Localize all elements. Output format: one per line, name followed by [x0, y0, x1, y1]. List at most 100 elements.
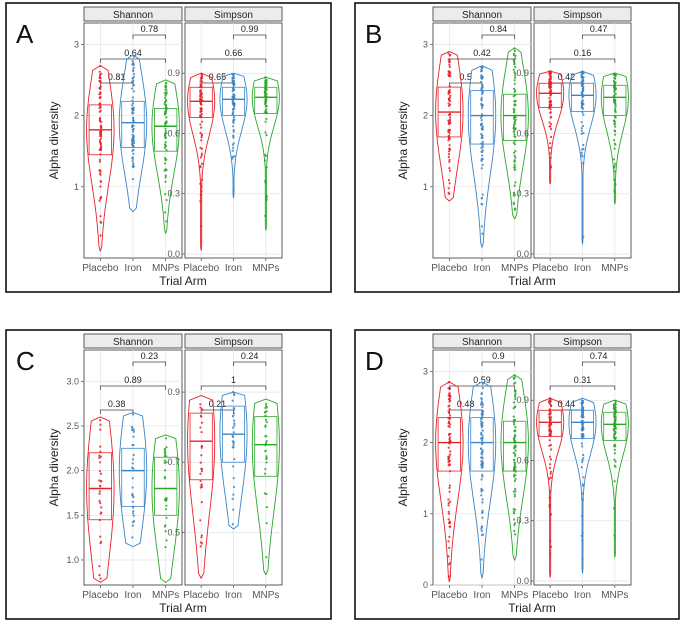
group-mnps — [600, 72, 629, 205]
data-point — [481, 84, 484, 87]
data-point — [613, 412, 617, 415]
data-point — [613, 109, 617, 112]
data-point — [164, 176, 167, 179]
data-point — [264, 444, 267, 447]
data-point — [447, 58, 450, 61]
data-point — [480, 423, 484, 426]
data-point — [99, 450, 102, 453]
data-point — [231, 497, 234, 500]
data-point — [612, 95, 616, 98]
data-point — [582, 409, 585, 412]
data-point — [231, 73, 234, 76]
data-point — [448, 65, 451, 68]
data-point — [199, 406, 202, 409]
group-iron — [219, 72, 248, 199]
data-point — [99, 137, 102, 140]
data-point — [164, 174, 167, 177]
data-point — [514, 395, 517, 398]
violin — [467, 65, 497, 248]
data-point — [99, 64, 102, 67]
data-point — [164, 437, 168, 440]
data-point — [199, 102, 202, 105]
x-tick-label: Iron — [225, 263, 242, 274]
data-point — [199, 93, 202, 96]
data-point — [200, 185, 203, 188]
data-point — [165, 81, 168, 84]
pvalue-bracket — [549, 58, 616, 63]
violin — [118, 412, 148, 548]
data-point — [512, 54, 516, 57]
data-point — [512, 490, 515, 493]
data-point — [100, 133, 103, 136]
data-point — [549, 164, 552, 167]
data-point — [448, 192, 451, 195]
violin — [118, 54, 148, 213]
data-point — [613, 87, 616, 90]
data-point — [581, 87, 584, 90]
data-point — [200, 445, 203, 448]
data-point — [265, 455, 268, 458]
facet-strip-label: Simpson — [214, 337, 253, 348]
data-point — [481, 382, 484, 385]
data-point — [581, 79, 584, 83]
data-point — [614, 183, 617, 186]
x-tick-label: Iron — [473, 590, 490, 601]
data-point — [131, 96, 135, 99]
data-point — [581, 419, 584, 423]
data-point — [448, 144, 451, 147]
data-point — [200, 120, 204, 123]
data-point — [199, 472, 202, 475]
data-point — [132, 520, 136, 523]
data-point — [580, 534, 583, 537]
data-point — [512, 468, 516, 471]
facet-strip — [432, 333, 532, 349]
data-point — [449, 417, 452, 420]
data-point — [99, 215, 102, 218]
data-point — [512, 510, 516, 513]
data-point — [98, 117, 101, 120]
data-point — [480, 128, 483, 131]
data-point — [512, 191, 516, 194]
data-point — [581, 111, 584, 114]
data-point — [514, 487, 517, 491]
data-point — [163, 455, 166, 458]
x-tick-label: Placebo — [183, 590, 220, 601]
y-tick-label: 0.0 — [167, 249, 180, 259]
x-tick-label: Iron — [473, 263, 490, 274]
facet-strip-label: Shannon — [462, 10, 502, 21]
data-point — [514, 103, 517, 107]
violin — [151, 434, 180, 583]
data-point — [512, 508, 515, 511]
data-point — [99, 577, 102, 580]
data-point — [514, 393, 517, 397]
data-point — [132, 73, 136, 76]
data-point — [98, 110, 101, 113]
data-point — [232, 189, 235, 192]
box-iqr — [121, 447, 145, 507]
facet-shannon: Shannon 1 2 3 0.81 0.64 0.78 Placebo Iron MNPs — [74, 6, 183, 274]
y-tick-label: 1 — [74, 182, 79, 192]
data-point — [99, 106, 102, 109]
data-point — [131, 104, 134, 107]
data-point — [448, 546, 451, 549]
data-point — [163, 461, 166, 464]
data-point — [513, 62, 516, 65]
data-point — [232, 508, 235, 511]
data-point — [165, 98, 168, 102]
pvalue-label: 0.59 — [473, 375, 491, 385]
data-point — [514, 114, 517, 117]
data-point — [613, 448, 617, 451]
data-point — [164, 108, 167, 112]
data-point — [613, 91, 616, 94]
data-point — [549, 404, 553, 407]
pvalue-label: 1 — [231, 375, 236, 385]
data-point — [481, 516, 484, 519]
data-point — [513, 133, 516, 136]
data-point — [550, 128, 553, 131]
data-point — [200, 85, 203, 88]
data-point — [132, 435, 135, 438]
data-point — [200, 72, 203, 75]
data-point — [512, 107, 515, 111]
data-point — [481, 86, 484, 89]
data-point — [614, 92, 617, 95]
